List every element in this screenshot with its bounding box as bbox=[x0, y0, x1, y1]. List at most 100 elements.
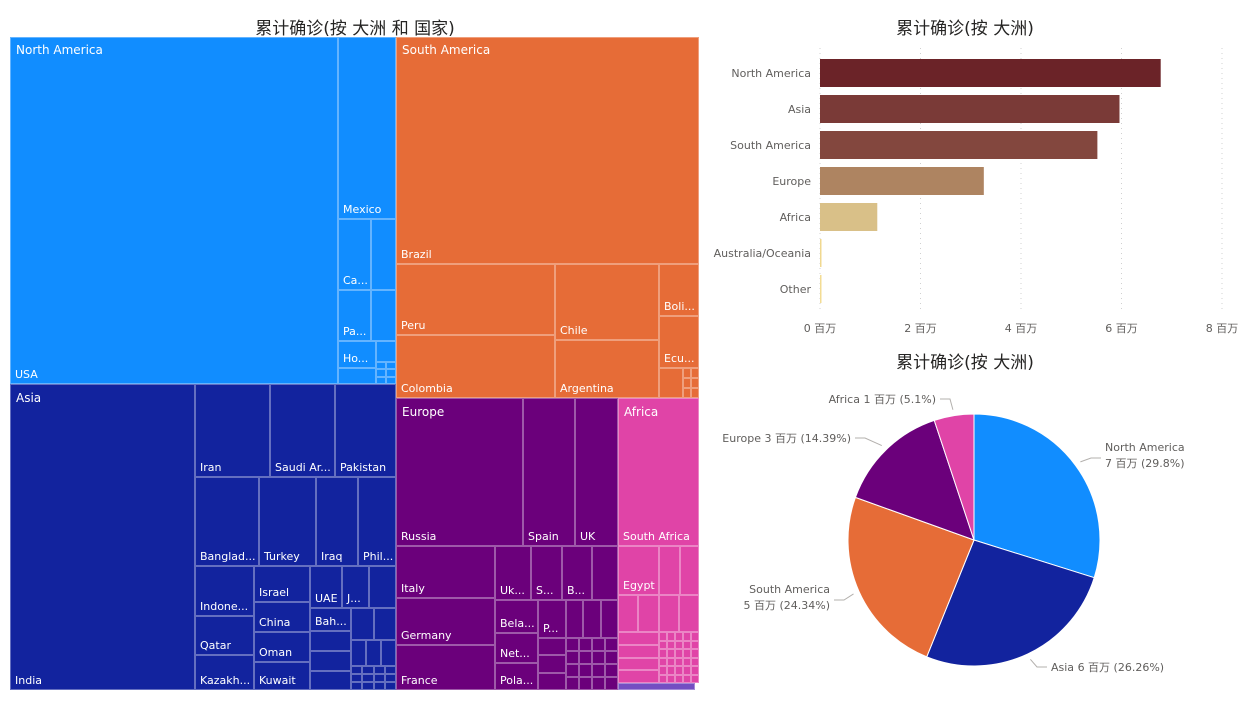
treemap-tile-uae[interactable]: UAE bbox=[310, 566, 342, 608]
treemap-tile[interactable] bbox=[592, 651, 605, 664]
treemap-tile[interactable] bbox=[683, 666, 691, 675]
treemap-tile[interactable] bbox=[683, 632, 691, 641]
treemap-tile[interactable] bbox=[386, 362, 396, 370]
treemap-tile[interactable] bbox=[638, 595, 659, 632]
treemap-tile-bela[interactable]: Bela... bbox=[495, 600, 538, 633]
treemap-tile[interactable] bbox=[605, 664, 618, 677]
treemap-tile[interactable] bbox=[310, 631, 351, 651]
treemap-tile[interactable] bbox=[376, 341, 396, 362]
treemap-tile[interactable] bbox=[376, 376, 386, 384]
treemap-tile[interactable] bbox=[691, 649, 699, 658]
treemap-tile-saudiar[interactable]: Saudi Ar... bbox=[270, 384, 335, 477]
treemap-tile[interactable] bbox=[362, 666, 374, 674]
treemap-tile-iran[interactable]: Iran bbox=[195, 384, 270, 477]
treemap-tile[interactable] bbox=[683, 378, 691, 388]
treemap-tile[interactable] bbox=[369, 566, 396, 608]
treemap-tile-bah[interactable]: Bah... bbox=[310, 608, 351, 631]
treemap-tile-uk[interactable]: UK bbox=[575, 398, 618, 546]
treemap-tile[interactable] bbox=[691, 632, 699, 641]
treemap-tile-china[interactable]: China bbox=[254, 602, 310, 632]
treemap-tile[interactable] bbox=[659, 657, 667, 666]
treemap-tile[interactable] bbox=[384, 674, 396, 682]
treemap-tile-mexico[interactable]: Mexico bbox=[338, 37, 396, 219]
treemap-tile-egypt[interactable]: Egypt bbox=[618, 546, 659, 595]
treemap-tile[interactable] bbox=[538, 672, 566, 690]
treemap-tile[interactable] bbox=[373, 674, 385, 682]
treemap-tile[interactable] bbox=[675, 640, 683, 649]
treemap-tile-turkey[interactable]: Turkey bbox=[259, 477, 316, 566]
treemap-tile-colombia[interactable]: Colombia bbox=[396, 335, 555, 398]
treemap-tile-qatar[interactable]: Qatar bbox=[195, 616, 254, 655]
treemap-tile-banglad[interactable]: Banglad... bbox=[195, 477, 259, 566]
treemap-tile[interactable] bbox=[384, 682, 396, 690]
treemap-tile[interactable] bbox=[592, 677, 605, 690]
treemap-tile[interactable] bbox=[605, 677, 618, 690]
treemap-tile[interactable] bbox=[371, 290, 396, 341]
treemap-tile[interactable] bbox=[618, 657, 659, 671]
treemap-tile[interactable] bbox=[362, 674, 374, 682]
treemap-tile-israel[interactable]: Israel bbox=[254, 566, 310, 602]
treemap-tile-usa[interactable]: USA bbox=[10, 37, 338, 384]
treemap-tile[interactable] bbox=[381, 640, 396, 666]
treemap-tile[interactable] bbox=[683, 649, 691, 658]
treemap-tile[interactable] bbox=[691, 378, 699, 388]
treemap-tile[interactable] bbox=[691, 674, 699, 683]
treemap-tile[interactable] bbox=[659, 368, 683, 398]
treemap-tile[interactable] bbox=[683, 640, 691, 649]
treemap-tile[interactable] bbox=[310, 651, 351, 671]
treemap-tile-ecu[interactable]: Ecu... bbox=[659, 316, 699, 368]
treemap-tile[interactable] bbox=[566, 677, 579, 690]
treemap-tile[interactable] bbox=[667, 666, 675, 675]
treemap-tile[interactable] bbox=[618, 632, 659, 645]
treemap-tile[interactable] bbox=[351, 674, 363, 682]
treemap-tile-j[interactable]: J... bbox=[342, 566, 369, 608]
treemap-tile-oman[interactable]: Oman bbox=[254, 632, 310, 662]
treemap-tile[interactable] bbox=[658, 595, 679, 632]
treemap-tile-indone[interactable]: Indone... bbox=[195, 566, 254, 616]
treemap-tile[interactable] bbox=[659, 546, 680, 595]
treemap-tile[interactable] bbox=[351, 608, 374, 640]
treemap-tile[interactable] bbox=[618, 644, 659, 658]
treemap-tile-b[interactable]: B... bbox=[562, 546, 592, 600]
treemap-tile[interactable] bbox=[362, 682, 374, 690]
treemap-tile[interactable] bbox=[683, 368, 691, 378]
treemap-tile[interactable] bbox=[618, 683, 695, 690]
treemap-tile[interactable] bbox=[667, 640, 675, 649]
treemap-tile[interactable] bbox=[675, 649, 683, 658]
treemap-tile[interactable] bbox=[683, 674, 691, 683]
treemap-tile[interactable] bbox=[386, 376, 396, 384]
treemap-tile-pakistan[interactable]: Pakistan bbox=[335, 384, 396, 477]
treemap-tile-brazil[interactable]: Brazil bbox=[396, 37, 699, 264]
treemap-tile-ho[interactable]: Ho... bbox=[338, 341, 376, 368]
treemap-tile[interactable] bbox=[659, 649, 667, 658]
treemap-tile-boli[interactable]: Boli... bbox=[659, 264, 699, 316]
treemap-tile[interactable] bbox=[376, 362, 386, 370]
treemap-tile-ca[interactable]: Ca... bbox=[338, 219, 371, 290]
treemap-tile[interactable] bbox=[386, 369, 396, 377]
treemap-tile[interactable] bbox=[310, 671, 351, 690]
treemap-tile[interactable] bbox=[675, 674, 683, 683]
treemap-tile[interactable] bbox=[618, 595, 639, 632]
treemap-tile[interactable] bbox=[566, 638, 579, 651]
treemap-tile[interactable] bbox=[683, 657, 691, 666]
treemap-tile-phil[interactable]: Phil... bbox=[358, 477, 396, 566]
treemap-tile[interactable] bbox=[566, 651, 579, 664]
treemap-tile[interactable] bbox=[579, 677, 592, 690]
treemap-tile[interactable] bbox=[605, 638, 618, 651]
treemap-tile[interactable] bbox=[659, 640, 667, 649]
treemap-tile[interactable] bbox=[675, 666, 683, 675]
treemap-tile[interactable] bbox=[373, 666, 385, 674]
treemap-tile-p[interactable]: P... bbox=[538, 600, 566, 638]
treemap-tile[interactable] bbox=[667, 649, 675, 658]
treemap-tile[interactable] bbox=[592, 638, 605, 651]
treemap-tile[interactable] bbox=[384, 666, 396, 674]
treemap-tile-net[interactable]: Net... bbox=[495, 633, 538, 663]
treemap-tile-pa[interactable]: Pa... bbox=[338, 290, 371, 341]
treemap-tile[interactable] bbox=[667, 632, 675, 641]
treemap-tile[interactable] bbox=[351, 666, 363, 674]
treemap-tile[interactable] bbox=[675, 657, 683, 666]
treemap-tile[interactable] bbox=[376, 369, 386, 377]
treemap-tile[interactable] bbox=[691, 657, 699, 666]
treemap-tile[interactable] bbox=[678, 595, 699, 632]
treemap-tile[interactable] bbox=[667, 657, 675, 666]
